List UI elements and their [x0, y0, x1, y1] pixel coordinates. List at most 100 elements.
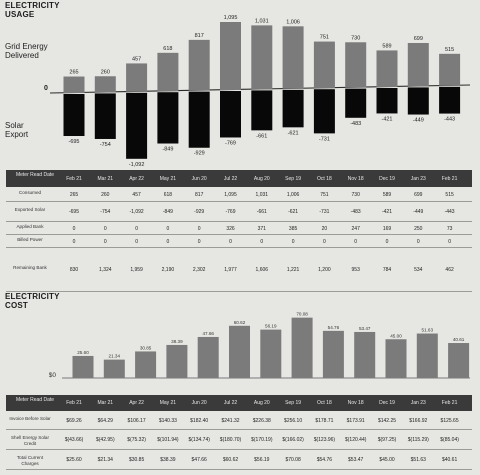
table-row: Exported Solar -695 -754 -1,092 -849 -929 -769…: [0, 202, 480, 222]
table-cell: 0: [135, 238, 138, 245]
table-header-month: Feb 21: [441, 400, 458, 406]
export-bar: [157, 92, 179, 144]
table-cell: 784: [382, 267, 392, 273]
table-cell: 1,606: [255, 267, 269, 273]
table-cell: -731: [319, 209, 330, 215]
usage-zero-label: 0: [44, 85, 48, 92]
table-cell: $106.17: [127, 418, 146, 424]
table-cell: $(123.96): [313, 437, 336, 443]
export-bar: [251, 90, 273, 131]
cost-value-label: 53.47: [359, 326, 371, 331]
cost-bar: [416, 333, 438, 378]
table-cell: $(115.29): [407, 437, 429, 443]
table-cell: 462: [445, 267, 454, 273]
table-cell: -421: [381, 209, 392, 215]
table-cell: 1,977: [224, 267, 237, 273]
table-header-month: Nov 18: [347, 175, 364, 182]
table-row: Shell Energy Solar Credit $(43.66) $(42.95…: [0, 430, 480, 450]
table-cell: -929: [194, 209, 205, 215]
table-cell: $21.34: [97, 457, 113, 463]
table-cell: $140.33: [158, 418, 177, 424]
table-header-month: Jun 20: [191, 175, 207, 182]
table-cell: 0: [72, 225, 76, 232]
table-cell: 751: [320, 192, 329, 198]
usage-table-header: Meter Read Date Feb 21 Mar 21 Apr 22 May 21…: [6, 170, 472, 187]
table-cell: 0: [291, 238, 295, 245]
export-value-label: -443: [444, 117, 455, 123]
table-cell: $125.65: [440, 418, 459, 424]
table-cell: $241.32: [221, 418, 240, 424]
export-value-label: -769: [225, 140, 236, 146]
table-header-month: Dec 19: [379, 400, 395, 406]
delivered-bar: [188, 39, 210, 91]
table-cell: -621: [288, 209, 299, 215]
table-cell: -1,092: [129, 209, 144, 215]
table-cell: $54.76: [316, 457, 333, 463]
cost-zero-label: $0: [49, 372, 57, 379]
table-cell: $47.66: [191, 457, 207, 463]
table-cell: $(101.94): [157, 437, 179, 443]
cost-bar: [354, 331, 376, 378]
table-cell: 1,006: [286, 192, 300, 198]
table-header-month: Feb 21: [441, 175, 458, 182]
table-cell: $166.92: [409, 418, 428, 424]
cost-title: ELECTRICITY COST: [5, 292, 60, 310]
delivered-value-label: 515: [445, 47, 454, 53]
table-cell: 0: [448, 238, 451, 245]
table-row: Remaining Bank 830 1,324 1,959 2,190 2,302 1,9…: [0, 248, 480, 292]
table-cell: 618: [163, 192, 173, 198]
cost-bar: [291, 317, 313, 378]
table-cell: 1,959: [130, 267, 143, 273]
table-cell: $(97.25): [377, 437, 397, 443]
export-value-label: -621: [288, 130, 299, 136]
table-header-month: Jan 23: [410, 175, 426, 182]
row-divider: [6, 469, 472, 470]
delivered-value-label: 589: [382, 43, 391, 49]
delivered-bar: [345, 42, 367, 88]
row-divider: [6, 449, 472, 450]
table-cell: -483: [350, 209, 361, 215]
table-header-month: Mar 21: [97, 400, 114, 406]
table-cell: 1,221: [286, 267, 300, 273]
delivered-bar: [439, 53, 461, 86]
table-header-month: Feb 21: [66, 400, 82, 406]
table-cell: 265: [69, 192, 79, 198]
table-cell: -449: [413, 209, 424, 215]
export-bar: [376, 88, 398, 114]
table-cell: 73: [446, 225, 453, 232]
table-cell: $45.00: [379, 457, 395, 463]
table-cell: 0: [416, 238, 420, 245]
table-cell: $182.40: [190, 418, 209, 424]
table-header-month: Apr 22: [129, 400, 144, 406]
cost-bar: [229, 325, 250, 378]
table-cell: 515: [445, 192, 454, 198]
table-cell: $(85.04): [440, 437, 459, 443]
cost-bar: [72, 355, 94, 378]
solar-export-label: Solar Export: [5, 121, 29, 139]
row-label: Applied Bank: [16, 223, 44, 229]
export-value-label: -421: [381, 116, 392, 122]
delivered-value-label: 699: [414, 36, 423, 42]
export-bar: [407, 87, 429, 115]
table-cell: $(134.74): [188, 437, 210, 443]
cost-bar: [448, 343, 470, 378]
cost-bar: [385, 339, 407, 378]
table-header-month: Jul 22: [223, 175, 238, 182]
table-header-month: Nov 18: [347, 400, 364, 406]
table-header-month: May 21: [159, 400, 177, 406]
delivered-value-label: 260: [101, 69, 110, 75]
table-cell: 260: [101, 192, 110, 198]
table-cell: $38.39: [160, 457, 176, 463]
row-label: Remaining Bank: [13, 265, 47, 270]
delivered-value-label: 751: [320, 35, 329, 41]
table-cell: 0: [260, 238, 264, 245]
export-bar: [439, 86, 461, 114]
table-cell: -443: [444, 209, 455, 215]
table-cell: 371: [257, 225, 266, 232]
row-divider: [6, 234, 472, 235]
table-cell: 817: [195, 192, 204, 198]
usage-header-label: Meter Read Date: [15, 172, 55, 178]
table-cell: -695: [68, 209, 79, 215]
table-cell: 830: [69, 267, 79, 273]
export-value-label: -483: [350, 121, 361, 127]
